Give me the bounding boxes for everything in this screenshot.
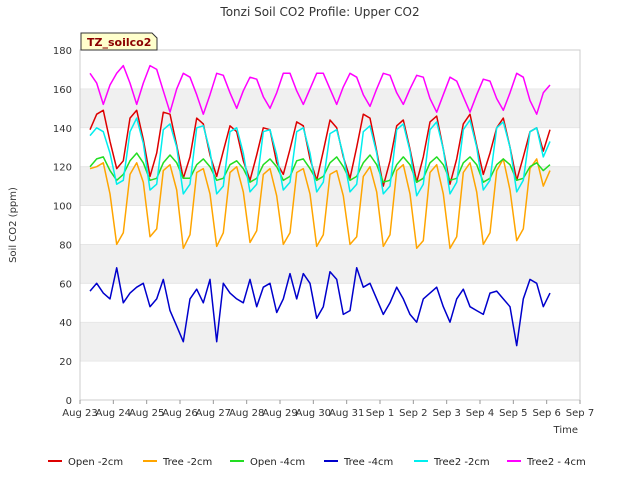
y-tick-label: 0 xyxy=(66,396,72,407)
x-tick-label: Aug 28 xyxy=(229,408,264,419)
x-tick-label: Aug 31 xyxy=(329,408,364,419)
x-tick-label: Sep 1 xyxy=(366,408,394,419)
site-badge: TZ_soilco2 xyxy=(80,32,158,51)
series-line-0 xyxy=(89,109,551,187)
x-tick-label: Aug 29 xyxy=(262,408,297,419)
x-tick-label: Sep 6 xyxy=(532,408,560,419)
y-tick-label: 40 xyxy=(59,318,72,329)
y-tick-label: 120 xyxy=(53,163,72,174)
legend: Open -2cm Tree -2cm Open -4cm Tree -4cm Tree… xyxy=(48,457,586,468)
y-tick-label: 60 xyxy=(59,279,72,290)
legend-label: Open -4cm xyxy=(250,457,305,468)
x-tick-label: Sep 4 xyxy=(466,408,494,419)
x-tick-label: Sep 5 xyxy=(499,408,527,419)
x-tick-label: Aug 25 xyxy=(129,408,164,419)
y-tick-label: 160 xyxy=(53,85,72,96)
site-badge-box xyxy=(80,32,158,51)
series-line-5 xyxy=(89,64,551,115)
y-tick-label: 180 xyxy=(53,46,72,57)
y-tick-label: 20 xyxy=(59,357,72,368)
x-tick-label: Sep 7 xyxy=(566,408,594,419)
legend-item: Tree -2cm xyxy=(143,457,212,468)
legend-item: Open -4cm xyxy=(230,457,305,468)
legend-label: Tree2 -2cm xyxy=(433,457,490,468)
x-tick-label: Aug 23 xyxy=(62,408,97,419)
x-tick-label: Sep 2 xyxy=(399,408,427,419)
legend-label: Tree -2cm xyxy=(162,457,212,468)
x-tick-label: Aug 26 xyxy=(162,408,197,419)
legend-label: Tree -4cm xyxy=(343,457,393,468)
series-line-1 xyxy=(89,158,551,250)
series-line-2 xyxy=(89,152,551,183)
x-tick-label: Aug 30 xyxy=(296,408,331,419)
legend-label: Tree2 - 4cm xyxy=(526,457,586,468)
x-tick-label: Aug 27 xyxy=(196,408,231,419)
legend-item: Tree2 - 4cm xyxy=(507,457,586,468)
y-tick-label: 140 xyxy=(53,124,72,135)
series-line-4 xyxy=(89,117,551,197)
y-tick-label: 80 xyxy=(59,240,72,251)
series-line-3 xyxy=(89,267,551,347)
x-tick-label: Sep 3 xyxy=(432,408,460,419)
site-badge-label: TZ_soilco2 xyxy=(87,36,151,49)
plot-bands xyxy=(80,49,580,401)
y-ticks: 0 20 40 60 80 100 120 140 160 180 xyxy=(53,46,72,407)
y-axis-label: Soil CO2 (ppm) xyxy=(8,187,19,263)
chart-title: Tonzi Soil CO2 Profile: Upper CO2 xyxy=(219,5,419,19)
x-tick-label: Aug 24 xyxy=(96,408,131,419)
legend-item: Tree -4cm xyxy=(324,457,393,468)
grid-band xyxy=(80,322,580,362)
series-lines xyxy=(89,64,551,347)
plot-frame xyxy=(79,49,581,401)
legend-item: Open -2cm xyxy=(48,457,123,468)
grid-band xyxy=(80,244,580,284)
y-tick-label: 100 xyxy=(53,202,72,213)
legend-item: Tree2 -2cm xyxy=(414,457,490,468)
x-axis-label: Time xyxy=(553,425,578,436)
legend-label: Open -2cm xyxy=(68,457,123,468)
